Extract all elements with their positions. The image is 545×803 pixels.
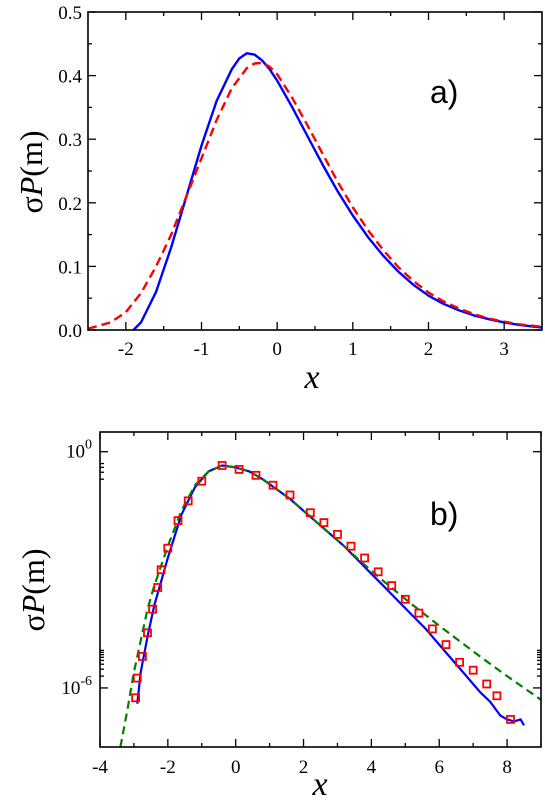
panel-a-frame [87, 11, 543, 331]
panel-a-y-axis-label: σP(m) [13, 131, 49, 214]
panel-b-dashed-curve [119, 464, 542, 748]
panel-b-marker [163, 543, 173, 553]
panel-b-solid-curve [136, 464, 525, 726]
panel-b-y-axis-label: σP(m) [15, 549, 51, 632]
panel-b-marker [173, 516, 183, 525]
panel-b-marker [268, 480, 278, 490]
panel-b-marker [131, 693, 141, 703]
panel-a-y-tick-label: 0.1 [58, 257, 82, 278]
panel-a-x-tick-label: 3 [499, 339, 509, 360]
panel-b-label: b) [430, 496, 458, 532]
panel-a-y-axis-label-m: (m) [13, 131, 49, 177]
panel-b-y-tick-label-base: 10 [66, 442, 85, 463]
panel-a-x-tick-label: 2 [424, 339, 434, 360]
panel-b-x-tick-label: -2 [160, 757, 176, 778]
panel-a-ticks: -2 -1 0 1 2 3 0.0 0.1 0.2 0.3 0.4 0.5 [58, 3, 542, 360]
panel-b-x-tick-label: 6 [434, 757, 444, 778]
panel-a-y-tick-label: 0.2 [58, 194, 82, 215]
panel-b-marker [360, 553, 370, 563]
panel-b-y-tick-label-base: 10 [61, 678, 80, 699]
panel-b-y-tick-label: 10-6 [61, 674, 92, 699]
panel-b-frame [99, 431, 542, 748]
panel-b-marker [455, 657, 465, 667]
panel-b-marker [143, 628, 152, 638]
panel-b-x-tick-label: 4 [367, 757, 377, 778]
panel-a-y-tick-label: 0.4 [58, 67, 82, 88]
panel-b-marker [492, 691, 502, 701]
panel-b-marker [441, 640, 451, 649]
panel-a-x-tick-label: -1 [194, 339, 210, 360]
panel-a-y-tick-label: 0.5 [58, 3, 82, 24]
panel-b-marker [197, 476, 207, 486]
panel-b-marker [153, 583, 163, 592]
panel-b-marker [346, 541, 356, 551]
panel-b-marker [400, 594, 410, 604]
panel-b-y-axis-label-m: (m) [15, 549, 51, 595]
panel-b-marker [482, 679, 492, 689]
panel-a-y-tick-label: 0.0 [58, 321, 82, 342]
panel-b-marker [373, 567, 383, 577]
panel-b-marker [132, 673, 142, 683]
panel-a: -2 -1 0 1 2 3 0.0 0.1 0.2 0.3 0.4 0.5 a) x σP(m) [13, 3, 543, 396]
panel-b-marker [217, 461, 227, 470]
panel-b-series [119, 461, 542, 748]
panel-a-x-axis-label: x [303, 359, 319, 396]
panel-b-marker [183, 496, 193, 506]
panel-a-x-tick-label: 0 [272, 339, 282, 360]
panel-b-y-tick-label-exponent: -6 [80, 674, 92, 689]
panel-b-y-axis-label-sigma: σ [15, 614, 51, 631]
panel-a-x-tick-label: 1 [348, 339, 358, 360]
panel-a-y-tick-label: 0.3 [58, 130, 82, 151]
panel-b-marker [333, 530, 342, 539]
panel-a-y-axis-label-sigma: σ [13, 196, 49, 213]
panel-b-marker [148, 604, 158, 614]
panel-b-marker [137, 652, 147, 661]
panel-a-series [87, 52, 543, 331]
panel-a-dashed-curve [87, 61, 543, 330]
panel-b-y-axis-label-p: P [15, 595, 51, 616]
panel-b-x-tick-label: 2 [299, 757, 309, 778]
panel-b-marker [319, 518, 329, 527]
panel-b-x-tick-label: -4 [92, 757, 108, 778]
panel-a-label: a) [430, 74, 458, 110]
panel-b-marker [156, 565, 166, 575]
panel-b-marker [468, 665, 478, 675]
panel-b-marker [234, 464, 244, 474]
panel-b-x-axis-label: x [311, 766, 327, 803]
panel-b-x-tick-label: 0 [231, 757, 241, 778]
panel-b-y-tick-label: 100 [66, 438, 92, 463]
panel-b-marker [387, 581, 397, 590]
panel-a-y-axis-label-p: P [13, 177, 49, 198]
panel-b-x-tick-label: 8 [502, 757, 512, 778]
panel-b-marker [305, 508, 315, 518]
panel-b-y-tick-label-exponent: 0 [85, 438, 92, 453]
panel-a-x-tick-label: -2 [118, 339, 134, 360]
panel-b-marker [251, 470, 261, 480]
panel-b-marker [414, 608, 424, 618]
panel-b-marker [427, 624, 437, 634]
panel-b-marker [506, 715, 515, 724]
panel-b-marker [285, 490, 295, 500]
panel-a-solid-curve [132, 52, 543, 331]
